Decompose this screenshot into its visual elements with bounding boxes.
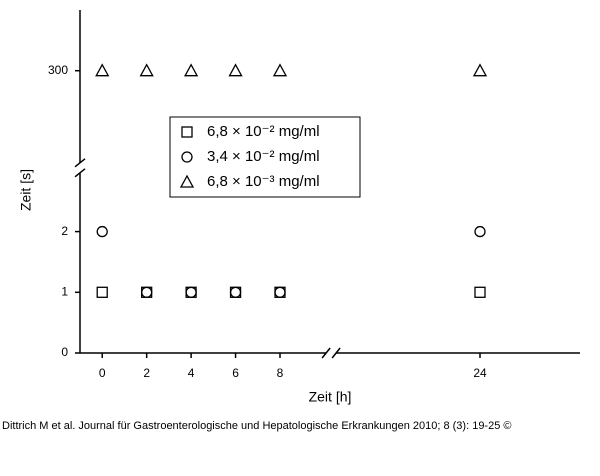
y-tick-label: 1 xyxy=(61,284,68,298)
x-axis-break xyxy=(321,347,331,359)
legend-box xyxy=(169,116,361,198)
marker-square xyxy=(181,126,193,138)
marker-triangle xyxy=(139,63,154,77)
marker-triangle xyxy=(228,63,243,77)
y-tick-label: 0 xyxy=(61,345,68,359)
y-axis-break xyxy=(74,158,86,168)
legend-label: 6,8 × 10⁻³ mg/ml xyxy=(207,173,320,190)
legend-label: 3,4 × 10⁻² mg/ml xyxy=(207,148,320,165)
marker-circle xyxy=(229,286,242,298)
x-tick-label: 4 xyxy=(188,366,195,380)
marker-circle xyxy=(474,225,486,238)
x-tick-label: 0 xyxy=(99,366,106,380)
x-axis-label: Zeit [h] xyxy=(309,389,352,405)
marker-circle xyxy=(185,286,197,298)
x-tick-label: 2 xyxy=(143,366,150,380)
marker-square xyxy=(96,286,108,298)
x-axis-break xyxy=(331,347,341,359)
y-tick-label: 2 xyxy=(61,224,68,238)
marker-circle xyxy=(96,225,108,238)
legend-label: 6,8 × 10⁻² mg/ml xyxy=(207,123,320,140)
x-tick-label: 6 xyxy=(232,366,239,380)
y-axis-break xyxy=(74,168,86,178)
marker-circle xyxy=(274,286,286,298)
y-tick-label: 300 xyxy=(48,63,68,77)
marker-triangle xyxy=(184,63,199,77)
marker-triangle xyxy=(472,63,488,77)
marker-triangle xyxy=(179,174,195,188)
marker-circle xyxy=(181,151,193,163)
marker-circle xyxy=(141,286,153,298)
marker-triangle xyxy=(95,63,110,77)
x-tick-label: 8 xyxy=(277,366,284,380)
caption: Dittrich M et al. Journal für Gastroente… xyxy=(2,420,512,432)
marker-triangle xyxy=(272,63,288,77)
x-tick-label: 24 xyxy=(473,366,487,380)
marker-square xyxy=(474,286,486,298)
y-axis-label: Zeit [s] xyxy=(18,169,34,211)
